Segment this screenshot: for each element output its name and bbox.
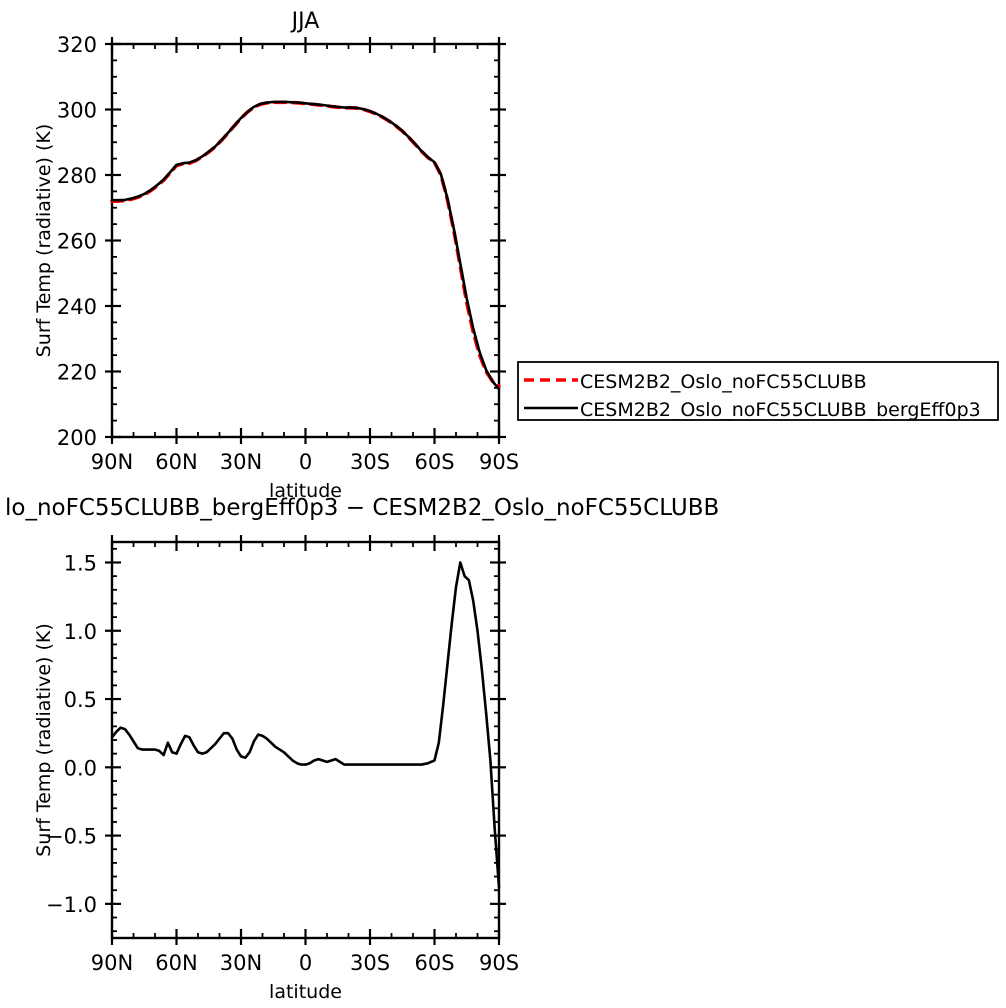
y-axis-label-top: Surf Temp (radiative) (K) — [33, 124, 55, 358]
y-tick-label: 0.5 — [64, 688, 97, 712]
x-tick-label: 60S — [414, 450, 454, 474]
x-tick-label: 30N — [220, 951, 262, 975]
series-line-1 — [110, 100, 501, 391]
y-tick-label: 1.0 — [64, 620, 97, 644]
y-tick-label: 260 — [57, 230, 97, 254]
y-tick-label: 1.5 — [64, 551, 97, 575]
y-tick-label: 300 — [57, 99, 97, 123]
y-tick-label: −0.5 — [46, 825, 97, 849]
x-tick-label: 0 — [299, 951, 312, 975]
legend-label-0: CESM2B2_Oslo_noFC55CLUBB — [580, 371, 867, 393]
plot-frame-bottom — [110, 540, 501, 940]
y-tick-label: 280 — [57, 164, 97, 188]
x-tick-label: 60S — [414, 951, 454, 975]
y-tick-label: 240 — [57, 295, 97, 319]
x-tick-label: 60N — [155, 951, 197, 975]
difference-subtitle: lo_noFC55CLUBB_bergEff0p3 − CESM2B2_Oslo… — [5, 495, 719, 521]
x-tick-label: 90S — [479, 951, 519, 975]
y-tick-label: 320 — [57, 33, 97, 57]
y-tick-label: 220 — [57, 361, 97, 385]
series-line-0 — [110, 561, 501, 889]
legend-box — [517, 361, 999, 421]
x-tick-label: 30S — [350, 450, 390, 474]
x-tick-label: 30N — [220, 450, 262, 474]
legend: CESM2B2_Oslo_noFC55CLUBB CESM2B2_Oslo_noF… — [517, 361, 999, 421]
y-axis-label-bottom: Surf Temp (radiative) (K) — [33, 623, 55, 857]
x-tick-label: 90N — [91, 951, 133, 975]
x-tick-label: 60N — [155, 450, 197, 474]
x-tick-label: 0 — [299, 450, 312, 474]
series-line-0 — [110, 100, 501, 389]
x-tick-label: 90N — [91, 450, 133, 474]
y-tick-label: −1.0 — [46, 893, 97, 917]
y-tick-label: 200 — [57, 426, 97, 450]
panel-bottom: 90N 60N 30N 0 30S 60S 90S −1.0 −0.5 0.0 0.5 1.0 1.5 l… — [33, 535, 519, 1003]
y-tick-label: 0.0 — [64, 756, 97, 780]
panel-title-top: JJA — [290, 9, 320, 34]
x-tick-label: 90S — [479, 450, 519, 474]
x-axis-label-top: latitude — [269, 480, 342, 502]
x-axis-label-bottom: latitude — [269, 981, 342, 1003]
legend-label-1: CESM2B2_Oslo_noFC55CLUBB_bergEff0p3 — [580, 399, 981, 421]
x-tick-label: 30S — [350, 951, 390, 975]
panel-top: 90N 60N 30N 0 30S 60S 90S 200 220 240 260 280 300 320… — [33, 9, 519, 502]
